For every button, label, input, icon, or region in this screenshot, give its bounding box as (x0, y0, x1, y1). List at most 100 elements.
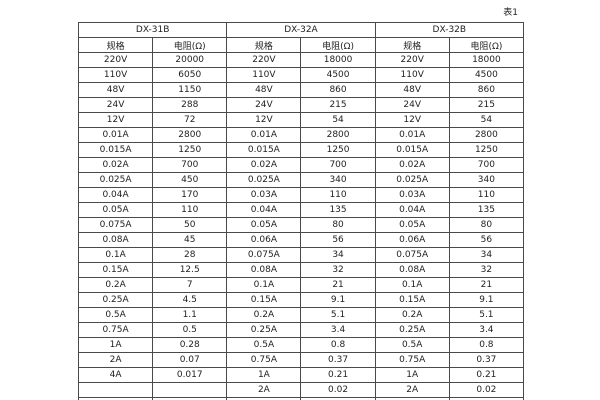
table-cell: 21 (300, 277, 376, 293)
table-caption: 表1 (503, 8, 518, 18)
table-cell: 0.5A (77, 307, 154, 323)
table-cell: 0.025A (226, 172, 302, 188)
table-row: 0.25A 4.5 0.15A 9.1 0.15A 9.1 (77, 292, 525, 308)
table-row: 0.025A 450 0.025A 340 0.025A 340 (77, 172, 525, 188)
table-cell: 0.04A (77, 187, 154, 203)
table-cell: 20000 (152, 52, 228, 68)
table-cell: 0.075A (77, 217, 154, 233)
table-row: 110V 6050 110V 4500 110V 4500 (77, 67, 525, 83)
table-cell: 54 (448, 112, 525, 128)
table-cell: 0.015A (374, 142, 450, 158)
table-cell: 0.017 (152, 367, 228, 383)
table-cell: 12V (374, 112, 450, 128)
table-cell: 2A (374, 382, 450, 398)
table-cell: 110 (300, 187, 376, 203)
table-cell: 1A (77, 337, 154, 353)
table-cell: 0.15A (226, 292, 302, 308)
table-cell: 0.1A (77, 247, 154, 263)
table-cell: 0.08A (77, 232, 154, 248)
table-cell: 45 (152, 232, 228, 248)
table-cell: 5.1 (448, 307, 525, 323)
table-row: 0.75A 0.5 0.25A 3.4 0.25A 3.4 (77, 322, 525, 338)
table-cell: 12.5 (152, 262, 228, 278)
resistance-header-dx-31b: 电阻(Ω) (152, 37, 228, 53)
table-cell: 135 (300, 202, 376, 218)
table-cell: 1A (226, 367, 302, 383)
table-cell: 2800 (152, 127, 228, 143)
table-cell: 7 (152, 277, 228, 293)
table-cell: 2A (226, 382, 302, 398)
table-cell: 0.04A (226, 202, 302, 218)
table-cell: 5.1 (300, 307, 376, 323)
table-cell (152, 382, 228, 398)
table-cell: 0.04A (374, 202, 450, 218)
table-cell: 0.025A (374, 172, 450, 188)
table-cell (77, 382, 154, 398)
resistance-table: DX-31B DX-32A DX-32B 规格 电阻(Ω) 规格 电阻(Ω) 规… (77, 22, 525, 400)
table-cell: 0.08A (226, 262, 302, 278)
table-row: 0.05A 110 0.04A 135 0.04A 135 (77, 202, 525, 218)
table-cell: 12V (226, 112, 302, 128)
table-cell: 0.06A (374, 232, 450, 248)
table-cell: 0.2A (374, 307, 450, 323)
table-cell: 0.28 (152, 337, 228, 353)
table-cell: 0.75A (77, 322, 154, 338)
table-body: 220V 20000 220V 18000 220V 18000 110V 6050 110V 4… (77, 52, 525, 400)
table-cell: 1.1 (152, 307, 228, 323)
table-cell: 1A (374, 367, 450, 383)
table-cell: 48V (374, 82, 450, 98)
table-cell: 860 (448, 82, 525, 98)
table-cell: 12V (77, 112, 154, 128)
table-cell: 0.075A (226, 247, 302, 263)
table-cell: 110V (226, 67, 302, 83)
table-cell: 0.2A (77, 277, 154, 293)
table-cell: 215 (300, 97, 376, 113)
table-cell: 0.8 (300, 337, 376, 353)
table-cell: 0.15A (77, 262, 154, 278)
table-cell: 56 (300, 232, 376, 248)
table-cell: 9.1 (300, 292, 376, 308)
table-cell: 3.4 (448, 322, 525, 338)
table-cell: 0.025A (77, 172, 154, 188)
table-cell: 48V (226, 82, 302, 98)
table-cell: 0.8 (448, 337, 525, 353)
table-cell: 4500 (300, 67, 376, 83)
table-row: 0.04A 170 0.03A 110 0.03A 110 (77, 187, 525, 203)
table-cell: 18000 (300, 52, 376, 68)
table-row: 2A 0.07 0.75A 0.37 0.75A 0.37 (77, 352, 525, 368)
table-row: 0.08A 45 0.06A 56 0.06A 56 (77, 232, 525, 248)
table-row: 2A 0.02 2A 0.02 (77, 382, 525, 398)
spec-header-dx-32a: 规格 (226, 37, 302, 53)
table-cell: 0.5 (152, 322, 228, 338)
table-cell: 0.21 (448, 367, 525, 383)
table-cell: 3.4 (300, 322, 376, 338)
resistance-header-dx-32b: 电阻(Ω) (448, 37, 525, 53)
table-cell: 0.05A (226, 217, 302, 233)
table-cell: 1250 (152, 142, 228, 158)
table-cell: 72 (152, 112, 228, 128)
table-cell: 0.015A (77, 142, 154, 158)
table-cell: 700 (152, 157, 228, 173)
column-header-row: 规格 电阻(Ω) 规格 电阻(Ω) 规格 电阻(Ω) (77, 37, 525, 53)
table-cell: 0.02A (374, 157, 450, 173)
table-cell: 0.75A (374, 352, 450, 368)
table-cell: 56 (448, 232, 525, 248)
table-cell: 0.1A (226, 277, 302, 293)
table-cell: 18000 (448, 52, 525, 68)
table-cell: 80 (448, 217, 525, 233)
table-cell: 0.37 (448, 352, 525, 368)
group-header-row: DX-31B DX-32A DX-32B (77, 22, 525, 38)
table-cell: 28 (152, 247, 228, 263)
table-cell: 0.01A (374, 127, 450, 143)
table-row: 0.15A 12.5 0.08A 32 0.08A 32 (77, 262, 525, 278)
table-cell: 2800 (448, 127, 525, 143)
table-row: 1A 0.28 0.5A 0.8 0.5A 0.8 (77, 337, 525, 353)
table-row: 4A 0.017 1A 0.21 1A 0.21 (77, 367, 525, 383)
table-cell: 340 (448, 172, 525, 188)
table-cell: 54 (300, 112, 376, 128)
table-cell: 4500 (448, 67, 525, 83)
table-cell: 110V (77, 67, 154, 83)
table-row: 4A0.0184A0.018 (77, 397, 525, 400)
table-cell: 0.5A (226, 337, 302, 353)
